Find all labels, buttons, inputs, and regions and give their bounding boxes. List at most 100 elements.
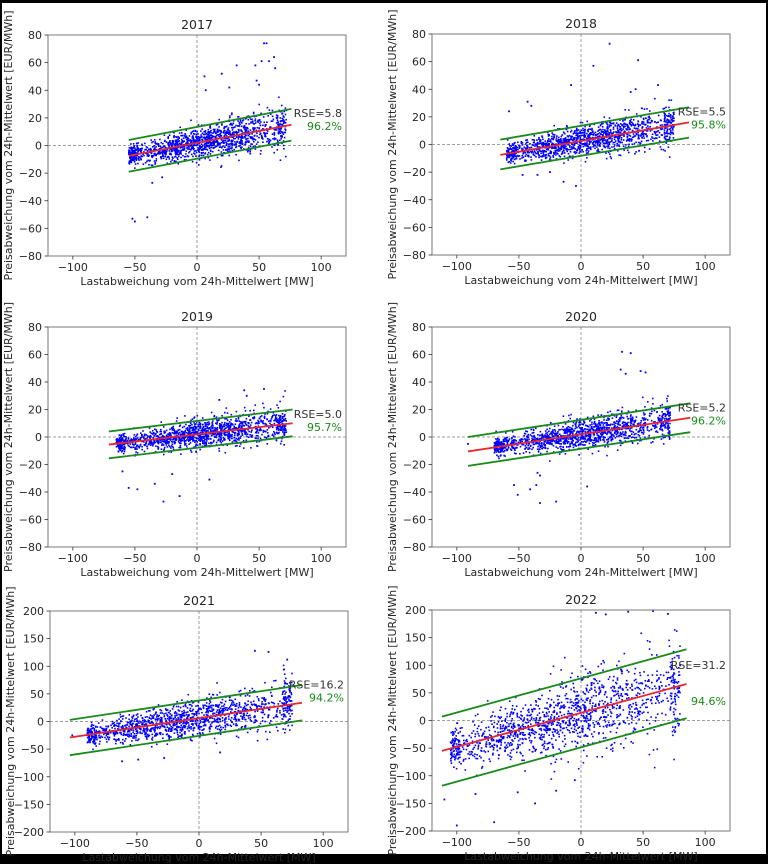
scatter-point	[154, 141, 156, 143]
scatter-point	[284, 113, 287, 116]
scatter-point	[515, 155, 518, 158]
scatter-point	[522, 152, 525, 155]
scatter-point	[596, 150, 598, 152]
scatter-point	[641, 120, 643, 123]
scatter-point	[597, 149, 600, 151]
scatter-point	[157, 442, 160, 445]
scatter-point	[673, 126, 675, 128]
scatter-point	[247, 150, 249, 153]
scatter-point	[203, 133, 205, 136]
scatter-point	[274, 419, 276, 422]
scatter-point	[635, 127, 637, 130]
scatter-point	[233, 143, 236, 146]
scatter-point	[545, 143, 548, 145]
scatter-point	[576, 127, 578, 130]
scatter-point	[533, 150, 536, 152]
scatter-point	[215, 140, 218, 142]
scatter-point	[225, 427, 227, 429]
scatter-point	[252, 146, 255, 148]
scatter-point	[213, 131, 215, 133]
scatter-point	[263, 417, 266, 420]
scatter-point	[262, 128, 264, 130]
scatter-point	[573, 132, 576, 134]
scatter-point	[175, 431, 177, 433]
scatter-point	[643, 133, 646, 135]
scatter-point	[192, 436, 195, 438]
scatter-point	[594, 140, 596, 143]
scatter-point	[262, 116, 265, 118]
scatter-point	[522, 151, 525, 153]
scatter-point	[160, 433, 163, 435]
scatter-point	[593, 144, 595, 146]
scatter-point-outlier	[162, 500, 165, 503]
scatter-point	[193, 431, 196, 434]
scatter-point	[537, 152, 539, 155]
scatter-point-outlier	[274, 67, 277, 70]
scatter-point	[279, 418, 282, 421]
scatter-point	[588, 132, 591, 135]
scatter-point	[281, 117, 284, 120]
scatter-point	[600, 139, 602, 141]
scatter-point	[139, 443, 142, 446]
scatter-point	[510, 157, 512, 160]
scatter-point	[258, 136, 260, 139]
scatter-point	[512, 149, 515, 152]
scatter-point	[155, 445, 157, 447]
scatter-point	[502, 442, 504, 445]
scatter-point	[591, 136, 594, 139]
scatter-point	[188, 148, 190, 150]
scatter-point	[661, 403, 664, 406]
scatter-point	[273, 151, 275, 154]
scatter-point	[521, 157, 523, 159]
scatter-point	[197, 425, 200, 428]
scatter-point	[533, 154, 536, 157]
scatter-point	[244, 410, 247, 412]
scatter-point	[510, 159, 512, 161]
scatter-point	[623, 123, 625, 125]
scatter-point	[244, 134, 246, 136]
scatter-point	[231, 144, 234, 146]
scatter-point	[494, 448, 497, 450]
scatter-point	[214, 429, 216, 432]
scatter-point	[273, 137, 276, 139]
scatter-point	[234, 137, 237, 140]
scatter-point	[117, 438, 120, 441]
scatter-point-outlier	[171, 473, 174, 475]
scatter-point	[285, 155, 287, 158]
y-tick-label: −60	[19, 222, 42, 235]
scatter-point	[665, 114, 668, 117]
scatter-point	[136, 146, 139, 149]
scatter-point	[162, 146, 164, 149]
scatter-point	[272, 118, 275, 121]
scatter-point	[269, 422, 271, 425]
scatter-point	[608, 424, 610, 426]
scatter-point	[278, 124, 281, 126]
scatter-point	[542, 153, 545, 156]
scatter-point	[258, 422, 260, 424]
scatter-point	[493, 451, 496, 454]
scatter-point	[547, 149, 549, 151]
scatter-point	[221, 440, 224, 442]
scatter-point	[240, 429, 243, 432]
scatter-point	[658, 414, 661, 417]
scatter-point	[140, 151, 142, 153]
scatter-point	[162, 149, 165, 152]
scatter-point	[549, 139, 552, 141]
scatter-point	[527, 146, 529, 148]
scatter-point	[669, 422, 671, 425]
scatter-point	[539, 150, 541, 152]
scatter-point	[588, 143, 591, 145]
scatter-point	[219, 133, 221, 136]
scatter-point	[186, 147, 189, 149]
scatter-point	[220, 134, 223, 137]
scatter-point	[621, 123, 624, 126]
scatter-point	[624, 146, 627, 148]
scatter-point	[537, 148, 540, 151]
scatter-point	[220, 438, 222, 441]
scatter-point	[212, 141, 214, 143]
scatter-point	[210, 138, 213, 140]
scatter-point	[584, 130, 586, 132]
scatter-point	[649, 125, 651, 128]
scatter-point	[662, 108, 665, 110]
scatter-point	[203, 445, 206, 447]
